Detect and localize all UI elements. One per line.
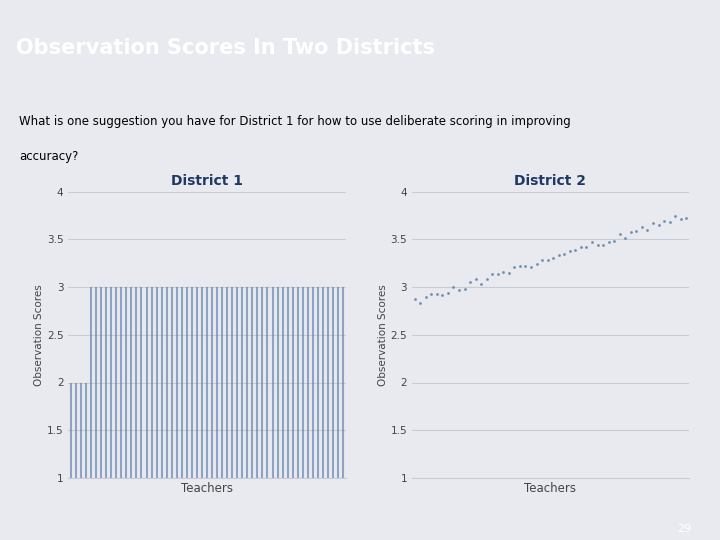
Point (670, 212, 681, 220)
Point (636, 223, 648, 232)
Point (520, 262, 531, 271)
Point (664, 218, 675, 227)
Point (464, 278, 476, 287)
Point (492, 270, 503, 279)
Point (647, 219, 659, 228)
Point (570, 246, 581, 254)
Point (658, 217, 670, 225)
Point (575, 242, 587, 251)
Point (470, 274, 482, 283)
Point (487, 270, 498, 279)
Point (481, 274, 492, 283)
Point (442, 289, 454, 298)
Point (547, 254, 559, 262)
Point (631, 227, 642, 235)
Point (581, 242, 593, 251)
Point (415, 299, 426, 308)
X-axis label: Teachers: Teachers (181, 482, 233, 495)
Point (642, 226, 653, 234)
Point (508, 262, 520, 271)
Text: accuracy?: accuracy? (19, 150, 78, 163)
Point (625, 228, 636, 237)
Point (586, 238, 598, 247)
Y-axis label: Observation Scores: Observation Scores (377, 284, 387, 386)
Point (653, 221, 665, 230)
Point (564, 247, 575, 255)
Title: District 1: District 1 (171, 174, 243, 188)
Point (542, 255, 554, 264)
Point (531, 260, 542, 268)
Point (559, 249, 570, 258)
Point (592, 241, 603, 249)
Point (498, 267, 509, 276)
Point (420, 293, 431, 301)
Point (614, 230, 626, 238)
Title: District 2: District 2 (514, 174, 586, 188)
Point (603, 237, 614, 246)
X-axis label: Teachers: Teachers (524, 482, 577, 495)
Point (459, 285, 470, 293)
Point (598, 241, 609, 249)
Point (453, 286, 464, 294)
Point (514, 262, 526, 271)
Point (680, 214, 692, 222)
Point (475, 280, 487, 288)
Point (409, 295, 420, 303)
Point (448, 283, 459, 292)
Text: 29: 29 (677, 523, 691, 534)
Y-axis label: Observation Scores: Observation Scores (34, 284, 44, 386)
Point (426, 290, 437, 299)
Point (619, 234, 631, 242)
Point (536, 255, 548, 264)
Point (526, 263, 537, 272)
Point (675, 214, 686, 223)
Text: What is one suggestion you have for District 1 for how to use deliberate scoring: What is one suggestion you have for Dist… (19, 116, 571, 129)
Point (431, 290, 443, 299)
Text: Observation Scores In Two Districts: Observation Scores In Two Districts (16, 38, 435, 58)
Point (553, 251, 564, 259)
Point (503, 269, 515, 278)
Point (608, 237, 620, 246)
Point (436, 291, 448, 299)
